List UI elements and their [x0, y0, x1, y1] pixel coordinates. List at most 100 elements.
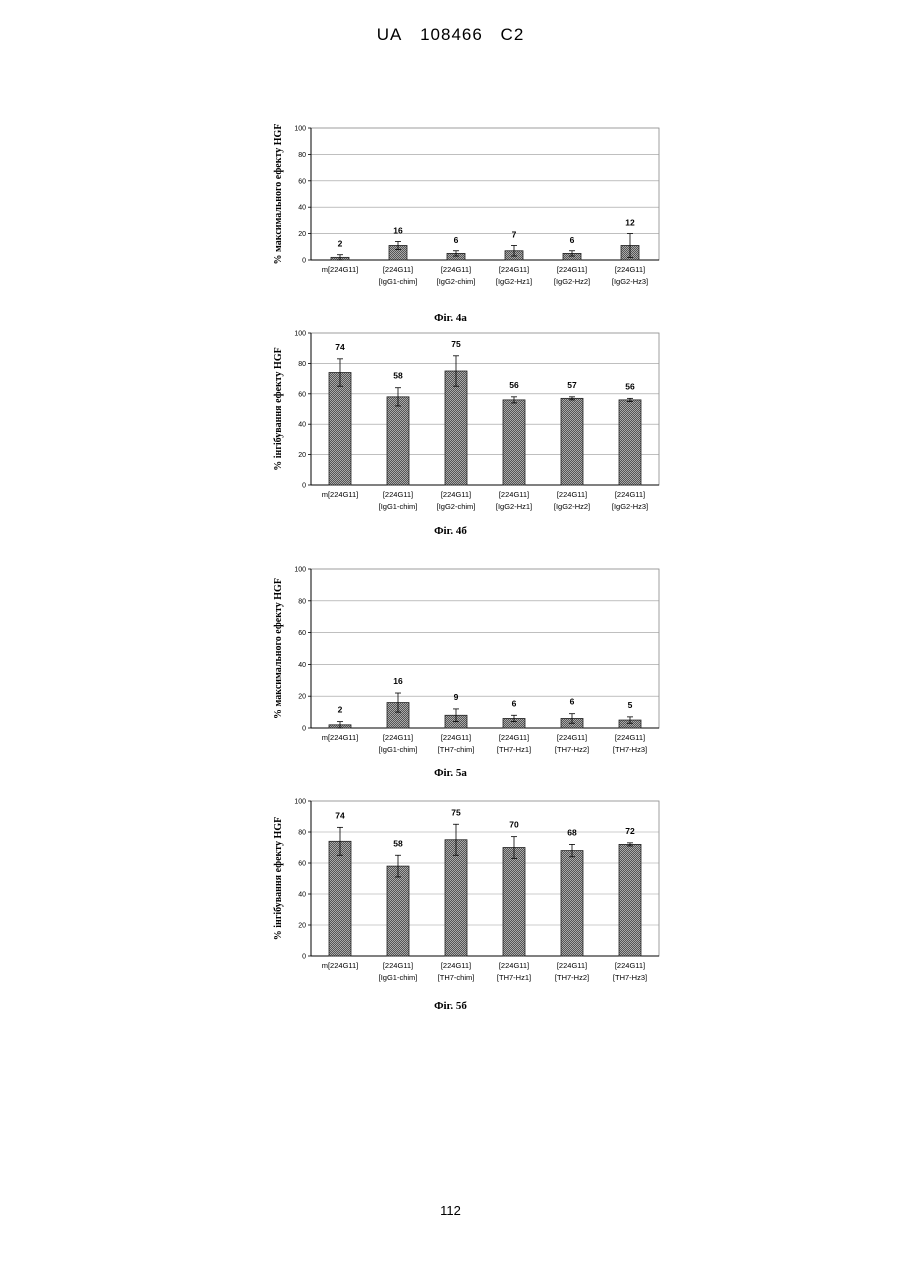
x-tick-label: [224G11] [615, 961, 645, 970]
bar [387, 866, 409, 956]
y-axis-title: % максимального ефекту HGF [273, 578, 284, 719]
data-label: 6 [512, 698, 517, 708]
y-tick-label: 60 [298, 630, 306, 637]
x-tick-label: [224G11] [557, 733, 587, 742]
bar [387, 397, 409, 485]
chart-fig-5b: 020406080100% інгібування ефекту HGF74m[… [0, 793, 901, 993]
x-tick-label: [TH7-Hz2] [555, 973, 589, 982]
x-tick-label: [TH7-Hz1] [497, 973, 531, 982]
x-tick-label: [TH7-Hz3] [613, 973, 647, 982]
data-label: 12 [625, 218, 635, 228]
plot-frame [311, 801, 659, 956]
data-label: 9 [454, 692, 459, 702]
x-tick-label: m[224G11] [322, 490, 359, 499]
bar [503, 848, 525, 957]
y-axis-title: % інгібування ефекту HGF [273, 347, 284, 470]
x-tick-label: [IgG1-chim] [379, 745, 418, 754]
data-label: 16 [393, 226, 403, 236]
figure-label-4b: Фіг. 4б [0, 525, 901, 537]
y-tick-label: 80 [298, 598, 306, 605]
x-tick-label: [IgG2-chim] [437, 502, 476, 511]
data-label: 75 [451, 807, 461, 817]
x-tick-label: [224G11] [383, 265, 413, 274]
data-label: 74 [335, 810, 345, 820]
patent-country: UA [377, 25, 403, 44]
y-tick-label: 40 [298, 205, 306, 212]
y-tick-label: 80 [298, 361, 306, 368]
x-tick-label: [IgG2-Hz1] [496, 502, 532, 511]
x-tick-label: [224G11] [615, 733, 645, 742]
bar [503, 400, 525, 485]
bar [619, 844, 641, 956]
x-tick-label: [IgG2-Hz1] [496, 277, 532, 286]
data-label: 6 [570, 235, 575, 245]
chart-fig-4b: 020406080100% інгібування ефекту HGF74m[… [0, 325, 901, 520]
data-label: 72 [625, 826, 635, 836]
x-tick-label: [224G11] [383, 490, 413, 499]
data-label: 56 [625, 381, 635, 391]
data-label: 6 [570, 697, 575, 707]
y-tick-label: 60 [298, 391, 306, 398]
data-label: 68 [567, 827, 577, 837]
x-tick-label: [224G11] [557, 961, 587, 970]
x-tick-label: [224G11] [383, 733, 413, 742]
data-label: 70 [509, 820, 519, 830]
data-label: 58 [393, 838, 403, 848]
plot-frame [311, 128, 659, 260]
bar [445, 371, 467, 485]
plot-frame [311, 569, 659, 728]
data-label: 58 [393, 371, 403, 381]
figure-label-4a: Фіг. 4а [0, 312, 901, 324]
chart-fig-4a: 020406080100% максимального ефекту HGF2m… [0, 120, 901, 290]
data-label: 56 [509, 380, 519, 390]
x-tick-label: [TH7-Hz1] [497, 745, 531, 754]
x-tick-label: [224G11] [557, 490, 587, 499]
figure-label-5a: Фіг. 5а [0, 767, 901, 779]
y-tick-label: 60 [298, 178, 306, 185]
y-tick-label: 20 [298, 452, 306, 459]
data-label: 2 [338, 705, 343, 715]
y-tick-label: 40 [298, 892, 306, 899]
x-tick-label: [TH7-Hz3] [613, 745, 647, 754]
x-tick-label: [224G11] [557, 265, 587, 274]
patent-kind: C2 [501, 25, 525, 44]
y-tick-label: 80 [298, 830, 306, 837]
bar [619, 400, 641, 485]
y-tick-label: 60 [298, 861, 306, 868]
y-tick-label: 40 [298, 662, 306, 669]
x-tick-label: m[224G11] [322, 265, 359, 274]
bar [445, 840, 467, 956]
x-tick-label: [IgG2-Hz2] [554, 502, 590, 511]
x-tick-label: [224G11] [499, 490, 529, 499]
x-tick-label: [IgG1-chim] [379, 973, 418, 982]
y-tick-label: 80 [298, 152, 306, 159]
patent-number: 108466 [420, 25, 483, 44]
bar [329, 373, 351, 485]
y-tick-label: 20 [298, 923, 306, 930]
y-axis-title: % максимального ефекту HGF [273, 124, 284, 265]
x-tick-label: [IgG2-Hz2] [554, 277, 590, 286]
x-tick-label: [224G11] [499, 961, 529, 970]
bar [561, 851, 583, 956]
y-tick-label: 40 [298, 422, 306, 429]
x-tick-label: [224G11] [499, 265, 529, 274]
x-tick-label: [TH7-Hz2] [555, 745, 589, 754]
data-label: 2 [338, 239, 343, 249]
x-tick-label: [224G11] [441, 961, 471, 970]
x-tick-label: [224G11] [615, 265, 645, 274]
x-tick-label: [TH7-chim] [438, 973, 475, 982]
x-tick-label: [224G11] [441, 733, 471, 742]
x-tick-label: [224G11] [441, 265, 471, 274]
x-tick-label: [224G11] [499, 733, 529, 742]
plot-frame [311, 333, 659, 485]
y-tick-label: 100 [294, 331, 306, 338]
y-tick-label: 20 [298, 231, 306, 238]
x-tick-label: [TH7-chim] [438, 745, 475, 754]
y-tick-label: 100 [294, 799, 306, 806]
data-label: 5 [628, 700, 633, 710]
x-tick-label: [IgG2-Hz3] [612, 277, 648, 286]
y-tick-label: 0 [302, 954, 306, 961]
x-tick-label: m[224G11] [322, 733, 359, 742]
figure-label-5b: Фіг. 5б [0, 1000, 901, 1012]
data-label: 57 [567, 380, 577, 390]
